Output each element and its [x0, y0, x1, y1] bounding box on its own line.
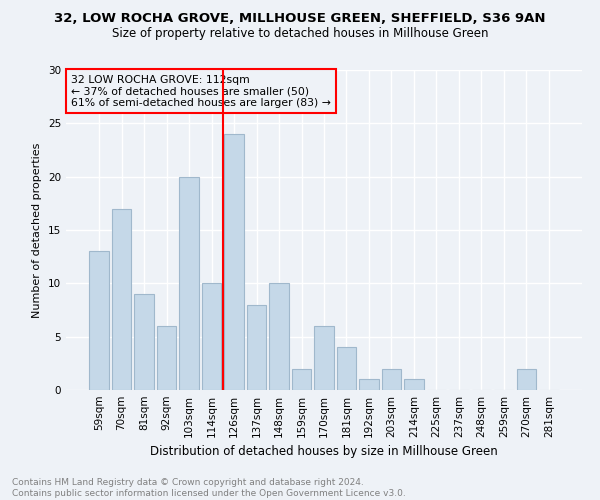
Bar — [382, 368, 401, 390]
Bar — [269, 284, 289, 390]
Bar — [292, 368, 311, 390]
Bar — [112, 208, 131, 390]
Bar — [224, 134, 244, 390]
Bar — [89, 252, 109, 390]
Bar — [359, 380, 379, 390]
Bar — [134, 294, 154, 390]
X-axis label: Distribution of detached houses by size in Millhouse Green: Distribution of detached houses by size … — [150, 446, 498, 458]
Bar — [247, 304, 266, 390]
Bar — [517, 368, 536, 390]
Y-axis label: Number of detached properties: Number of detached properties — [32, 142, 43, 318]
Text: 32, LOW ROCHA GROVE, MILLHOUSE GREEN, SHEFFIELD, S36 9AN: 32, LOW ROCHA GROVE, MILLHOUSE GREEN, SH… — [54, 12, 546, 26]
Bar — [337, 348, 356, 390]
Bar — [314, 326, 334, 390]
Text: Size of property relative to detached houses in Millhouse Green: Size of property relative to detached ho… — [112, 28, 488, 40]
Bar — [179, 176, 199, 390]
Text: 32 LOW ROCHA GROVE: 112sqm
← 37% of detached houses are smaller (50)
61% of semi: 32 LOW ROCHA GROVE: 112sqm ← 37% of deta… — [71, 75, 331, 108]
Bar — [157, 326, 176, 390]
Bar — [404, 380, 424, 390]
Text: Contains HM Land Registry data © Crown copyright and database right 2024.
Contai: Contains HM Land Registry data © Crown c… — [12, 478, 406, 498]
Bar — [202, 284, 221, 390]
